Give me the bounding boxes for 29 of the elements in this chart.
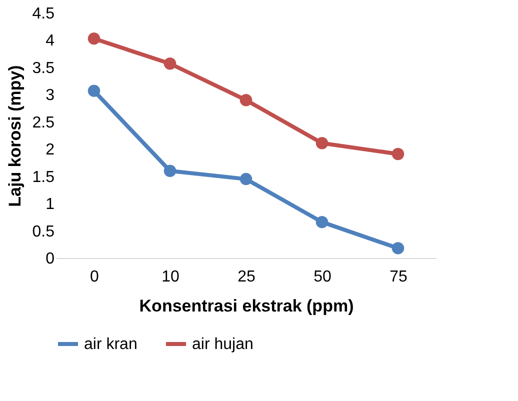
point: [392, 242, 404, 254]
x-axis-title: Konsentrasi ekstrak (ppm): [139, 296, 354, 316]
y-tick-label: 0.5: [32, 223, 55, 240]
point: [316, 216, 328, 228]
y-tick-label: 1: [46, 196, 55, 214]
point: [88, 84, 100, 97]
point: [164, 58, 176, 70]
x-tick-label: 10: [162, 268, 180, 286]
point: [240, 172, 252, 186]
y-tick-label: 4.5: [32, 6, 55, 22]
point: [392, 148, 404, 160]
legend-label: air kran: [84, 336, 138, 353]
x-tick-label: 25: [238, 268, 256, 286]
point: [88, 32, 100, 45]
legend-label: air hujan: [192, 336, 254, 353]
point: [316, 137, 328, 150]
y-tick-label: 4: [46, 32, 55, 50]
x-tick-label: 75: [390, 268, 408, 286]
y-tick-label: 3: [46, 87, 55, 104]
y-axis-title: Laju korosi (mpy): [5, 65, 24, 207]
x-tick-label: 0: [90, 268, 100, 286]
point: [164, 164, 176, 177]
point: [240, 94, 252, 106]
x-tick-label: 50: [314, 268, 332, 286]
y-tick-label: 2: [46, 142, 55, 159]
y-tick-label: 0: [46, 250, 55, 268]
y-tick-label: 3.5: [32, 60, 55, 77]
y-tick-label: 1.5: [32, 168, 55, 186]
y-tick-label: 2.5: [32, 114, 55, 132]
